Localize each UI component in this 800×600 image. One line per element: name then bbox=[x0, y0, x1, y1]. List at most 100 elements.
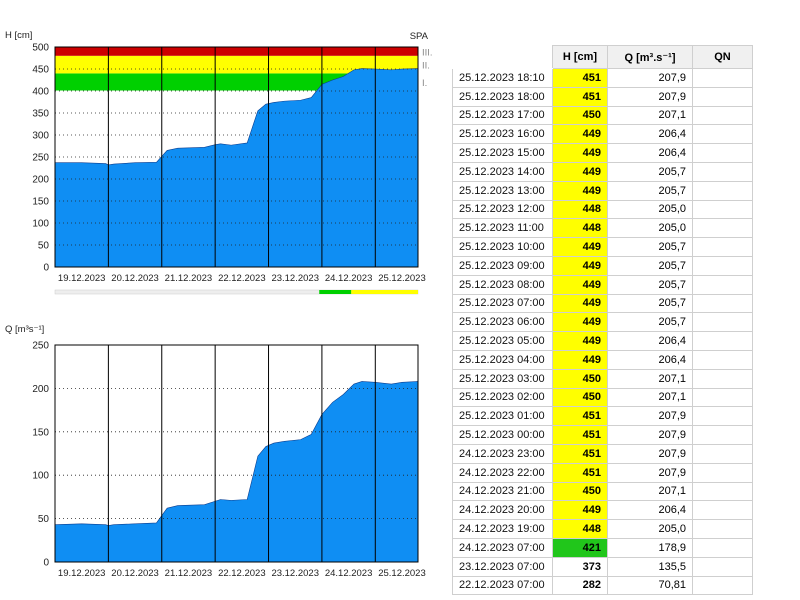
row-date: 25.12.2023 11:00 bbox=[452, 218, 553, 239]
header-pad bbox=[752, 45, 797, 69]
timeline-strip-level1 bbox=[319, 290, 352, 294]
row-qn-value bbox=[692, 443, 753, 464]
y-tick-label: 100 bbox=[32, 471, 49, 482]
row-qn-value bbox=[692, 68, 753, 88]
table-row: 25.12.2023 02:00 450 207,1 bbox=[452, 387, 797, 408]
y-tick-label: 500 bbox=[32, 43, 49, 54]
row-q-value: 205,7 bbox=[607, 255, 693, 276]
y-tick-label: 450 bbox=[32, 65, 49, 76]
row-h-value: 449 bbox=[552, 237, 608, 257]
timeline-strip-level2 bbox=[351, 290, 418, 294]
y-tick-label: 250 bbox=[32, 341, 49, 352]
row-qn-value bbox=[692, 500, 753, 521]
row-date: 25.12.2023 10:00 bbox=[452, 237, 553, 257]
row-h-value: 448 bbox=[552, 218, 608, 239]
row-q-value: 205,0 bbox=[607, 519, 693, 539]
row-date: 23.12.2023 07:00 bbox=[452, 556, 553, 577]
y-tick-label: 50 bbox=[38, 514, 50, 525]
row-q-value: 205,7 bbox=[607, 180, 693, 201]
measurements-table: H [cm] Q [m³.s⁻¹] QN 25.12.2023 18:10 451… bbox=[452, 45, 797, 596]
row-q-value: 205,0 bbox=[607, 199, 693, 220]
level-band-3 bbox=[55, 47, 418, 56]
row-date: 25.12.2023 14:00 bbox=[452, 161, 553, 182]
table-row: 25.12.2023 06:00 449 205,7 bbox=[452, 312, 797, 333]
row-date: 24.12.2023 21:00 bbox=[452, 481, 553, 502]
row-qn-value bbox=[692, 105, 753, 126]
measurements-table-container: H [cm] Q [m³.s⁻¹] QN 25.12.2023 18:10 451… bbox=[452, 45, 797, 600]
row-q-value: 206,4 bbox=[607, 349, 693, 370]
row-qn-value bbox=[692, 349, 753, 370]
row-h-value: 449 bbox=[552, 349, 608, 370]
row-date: 25.12.2023 07:00 bbox=[452, 293, 553, 314]
x-tick-label: 25.12.2023 bbox=[378, 273, 426, 284]
row-date: 25.12.2023 18:10 bbox=[452, 68, 553, 88]
table-row: 25.12.2023 13:00 449 205,7 bbox=[452, 180, 797, 201]
row-qn-value bbox=[692, 255, 753, 276]
row-date: 25.12.2023 18:00 bbox=[452, 86, 553, 107]
row-date: 25.12.2023 15:00 bbox=[452, 143, 553, 163]
table-row: 25.12.2023 18:10 451 207,9 bbox=[452, 68, 797, 88]
row-h-value: 451 bbox=[552, 68, 608, 88]
row-pad bbox=[752, 331, 797, 351]
x-tick-label: 21.12.2023 bbox=[165, 273, 213, 284]
row-h-value: 450 bbox=[552, 105, 608, 126]
y-axis-label: Q [m³s⁻¹] bbox=[5, 324, 44, 335]
row-qn-value bbox=[692, 462, 753, 483]
table-row: 25.12.2023 10:00 449 205,7 bbox=[452, 237, 797, 257]
row-qn-value bbox=[692, 86, 753, 107]
y-tick-label: 150 bbox=[32, 197, 49, 208]
table-row: 25.12.2023 08:00 449 205,7 bbox=[452, 274, 797, 295]
row-date: 25.12.2023 16:00 bbox=[452, 124, 553, 145]
row-qn-value bbox=[692, 293, 753, 314]
table-row: 23.12.2023 07:00 373 135,5 bbox=[452, 556, 797, 577]
table-row: 24.12.2023 20:00 449 206,4 bbox=[452, 500, 797, 521]
header-q[interactable]: Q [m³.s⁻¹] bbox=[607, 45, 693, 69]
x-tick-label: 24.12.2023 bbox=[325, 273, 373, 284]
row-pad bbox=[752, 443, 797, 464]
table-row: 25.12.2023 01:00 451 207,9 bbox=[452, 406, 797, 427]
header-h[interactable]: H [cm] bbox=[552, 45, 608, 69]
row-q-value: 206,4 bbox=[607, 500, 693, 521]
row-date: 25.12.2023 12:00 bbox=[452, 199, 553, 220]
row-qn-value bbox=[692, 124, 753, 145]
header-date bbox=[452, 45, 553, 69]
row-pad bbox=[752, 368, 797, 389]
row-pad bbox=[752, 105, 797, 126]
row-pad bbox=[752, 68, 797, 88]
level-label-3: III. bbox=[422, 47, 433, 58]
row-q-value: 206,4 bbox=[607, 124, 693, 145]
row-h-value: 448 bbox=[552, 199, 608, 220]
row-pad bbox=[752, 575, 797, 596]
x-tick-label: 20.12.2023 bbox=[111, 273, 159, 284]
row-date: 25.12.2023 06:00 bbox=[452, 312, 553, 333]
row-h-value: 449 bbox=[552, 500, 608, 521]
level-label-1: I. bbox=[422, 78, 427, 89]
table-row: 25.12.2023 03:00 450 207,1 bbox=[452, 368, 797, 389]
table-row: 25.12.2023 14:00 449 205,7 bbox=[452, 161, 797, 182]
table-header-row: H [cm] Q [m³.s⁻¹] QN bbox=[452, 45, 797, 69]
table-row: 25.12.2023 18:00 451 207,9 bbox=[452, 86, 797, 107]
x-tick-label: 21.12.2023 bbox=[165, 568, 213, 579]
table-row: 25.12.2023 11:00 448 205,0 bbox=[452, 218, 797, 239]
row-date: 25.12.2023 09:00 bbox=[452, 255, 553, 276]
x-tick-label: 23.12.2023 bbox=[271, 273, 319, 284]
row-h-value: 451 bbox=[552, 86, 608, 107]
row-qn-value bbox=[692, 406, 753, 427]
row-pad bbox=[752, 312, 797, 333]
row-q-value: 207,9 bbox=[607, 443, 693, 464]
row-pad bbox=[752, 349, 797, 370]
x-tick-label: 19.12.2023 bbox=[58, 568, 106, 579]
row-date: 25.12.2023 17:00 bbox=[452, 105, 553, 126]
row-q-value: 207,9 bbox=[607, 86, 693, 107]
row-pad bbox=[752, 537, 797, 558]
row-q-value: 205,0 bbox=[607, 218, 693, 239]
corner-label: SPA bbox=[410, 31, 429, 42]
row-h-value: 451 bbox=[552, 443, 608, 464]
row-qn-value bbox=[692, 481, 753, 502]
row-pad bbox=[752, 237, 797, 257]
row-h-value: 373 bbox=[552, 556, 608, 577]
header-qn[interactable]: QN bbox=[692, 45, 753, 69]
row-qn-value bbox=[692, 180, 753, 201]
row-qn-value bbox=[692, 199, 753, 220]
table-row: 25.12.2023 15:00 449 206,4 bbox=[452, 143, 797, 163]
